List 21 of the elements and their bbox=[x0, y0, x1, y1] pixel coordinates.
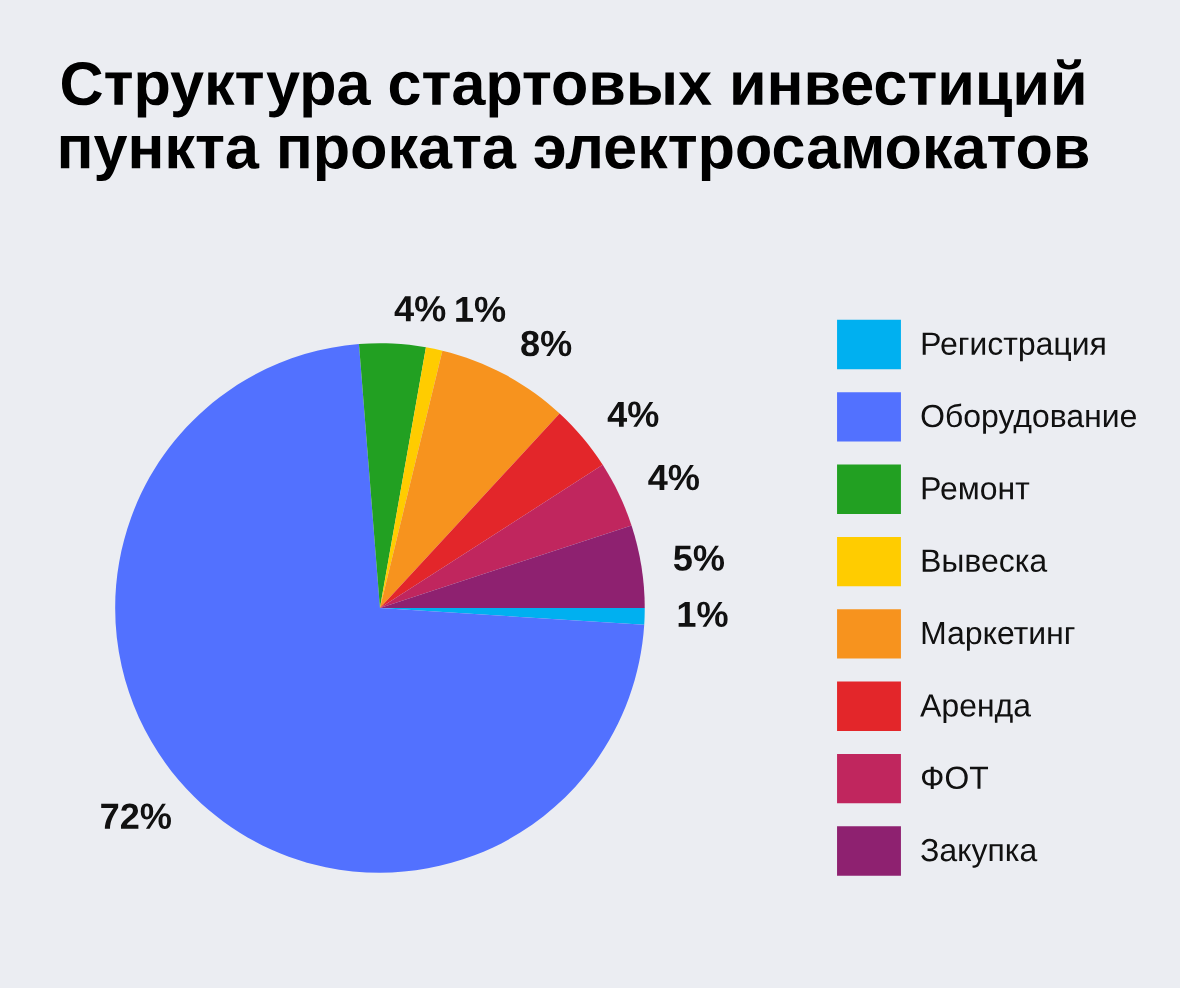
data-label: 1% bbox=[678, 601, 728, 628]
data-label: 4% bbox=[648, 464, 699, 491]
data-label: 4% bbox=[394, 296, 446, 322]
chart-title: Структура стартовых инвестиций пункта проката электросамокатов bbox=[60, 59, 1089, 182]
pie-slice bbox=[379, 347, 443, 609]
legend-label: Закупка bbox=[921, 838, 1038, 868]
legend-label: Оборудование bbox=[921, 403, 1136, 434]
legend-label: ФОТ bbox=[921, 766, 989, 790]
data-label: 8% bbox=[521, 330, 572, 357]
data-label: 1% bbox=[456, 296, 506, 323]
legend-label: Аренда bbox=[920, 694, 1031, 724]
legend-label: Вывеска bbox=[922, 549, 1048, 573]
pie-slice bbox=[379, 525, 645, 609]
legend-label: Регистрация bbox=[922, 332, 1105, 362]
pie-slice bbox=[379, 413, 603, 609]
data-label: 72% bbox=[101, 803, 171, 829]
data-label: 4% bbox=[607, 401, 659, 428]
pie-slice bbox=[379, 464, 632, 609]
legend-label: Ремонт bbox=[922, 477, 1030, 500]
data-label: 5% bbox=[673, 545, 725, 571]
legend-label: Маркетинг bbox=[922, 622, 1075, 651]
